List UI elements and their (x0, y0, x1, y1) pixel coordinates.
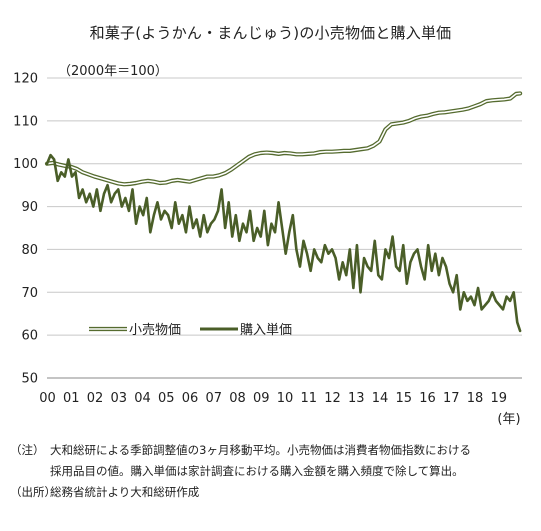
x-tick-label: 07 (205, 391, 222, 406)
x-tick-label: 02 (87, 391, 104, 406)
x-tick-label: 10 (277, 391, 294, 406)
x-tick-label: 11 (300, 391, 317, 406)
x-tick-label: 01 (63, 391, 80, 406)
x-tick-label: 06 (182, 391, 199, 406)
x-tick-label: 04 (134, 391, 151, 406)
note-prefix: （注） (10, 443, 45, 457)
series-line-retail-inner (46, 92, 521, 186)
series-line-purchase (45, 153, 522, 333)
legend: 小売物価 購入単価 (89, 322, 292, 338)
x-tick-label: 18 (467, 391, 484, 406)
footnotes: （注） 大和総研による季節調整値の3ヶ月移動平均。小売物価は消費者物価指数におけ… (10, 440, 535, 503)
source-prefix: （出所） (10, 485, 56, 499)
chart-title: 和菓子(ようかん・まんじゅう)の小売物価と購入単価 (89, 24, 452, 42)
source-text: 総務省統計より大和総研作成 (50, 485, 200, 499)
gridlines (47, 77, 522, 336)
x-axis-unit: (年) (497, 412, 520, 427)
note-line-2: 採用品目の値。購入単価は家計調査における購入金額を購入頻度で除して算出。 (10, 461, 535, 482)
x-tick-label: 12 (324, 391, 341, 406)
legend-label-retail: 小売物価 (129, 322, 181, 338)
x-tick-label: 14 (372, 391, 389, 406)
x-tick-label: 13 (348, 391, 365, 406)
y-tick-label: 100 (13, 157, 38, 172)
note-indent (10, 461, 50, 482)
x-tick-label: 00 (39, 391, 56, 406)
x-tick-label: 05 (158, 391, 175, 406)
x-tick-label: 16 (419, 391, 436, 406)
y-tick-label: 70 (21, 286, 38, 301)
y-tick-label: 120 (13, 72, 38, 87)
series-lines (44, 91, 523, 333)
note-text: 採用品目の値。購入単価は家計調査における購入金額を購入頻度で除して算出。 (50, 464, 464, 478)
x-tick-label: 19 (490, 391, 507, 406)
y-tick-label: 60 (21, 329, 38, 344)
source-line: （出所） 総務省統計より大和総研作成 (10, 482, 535, 503)
y-tick-label: 90 (21, 200, 38, 215)
note-line-1: （注） 大和総研による季節調整値の3ヶ月移動平均。小売物価は消費者物価指数におけ… (10, 440, 535, 461)
x-tick-label: 17 (443, 391, 460, 406)
x-tick-label: 08 (229, 391, 246, 406)
y-tick-label: 110 (13, 114, 38, 129)
note-text: 大和総研による季節調整値の3ヶ月移動平均。小売物価は消費者物価指数における (50, 443, 471, 457)
chart-plot: 50 60 70 80 90 100 110 120 00 01 02 03 04 05 06 07 08 09 1… (13, 72, 523, 427)
x-tick-label: 09 (253, 391, 270, 406)
y-tick-label: 80 (21, 243, 38, 258)
y-tick-label: 50 (21, 372, 38, 387)
series-line-retail-outer (44, 91, 523, 187)
legend-label-purchase: 購入単価 (240, 322, 292, 338)
x-tick-label: 03 (110, 391, 127, 406)
unit-note: （2000年＝100） (58, 64, 168, 79)
x-tick-label: 15 (395, 391, 412, 406)
axes: 50 60 70 80 90 100 110 120 00 01 02 03 04 05 06 07 08 09 1… (13, 72, 522, 427)
